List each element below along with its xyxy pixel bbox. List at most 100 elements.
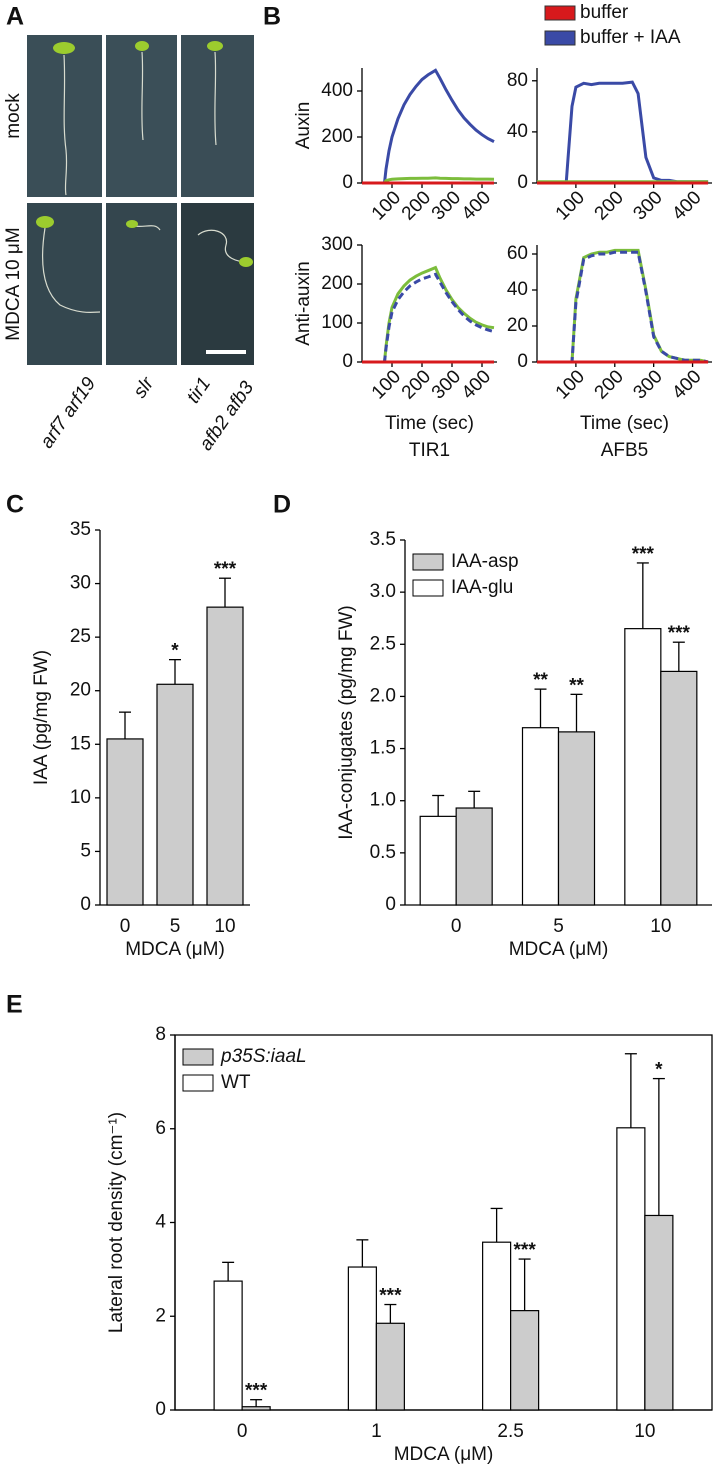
y-tick-label: 200 bbox=[321, 273, 353, 294]
y-tick-label: 80 bbox=[507, 70, 528, 91]
legend-swatch bbox=[412, 579, 444, 597]
y-tick-label: 300 bbox=[321, 234, 353, 255]
x-tick-label: 200 bbox=[591, 366, 628, 403]
x-tick-label: 300 bbox=[629, 187, 666, 224]
y-tick-label: 200 bbox=[321, 126, 353, 147]
y-tick-label: 0 bbox=[517, 351, 528, 372]
y-axis-label: IAA-conjugates (pg/mg FW) bbox=[336, 605, 357, 839]
y-tick-label: 40 bbox=[507, 279, 528, 300]
x-tick-label: 300 bbox=[428, 366, 465, 403]
x-tick-label: 200 bbox=[398, 366, 435, 403]
legend-swatch bbox=[412, 553, 444, 571]
panel-letter: B bbox=[263, 3, 281, 31]
chart-subtitle: AFB5 bbox=[601, 440, 649, 461]
bar bbox=[644, 1214, 674, 1411]
x-tick-label: 400 bbox=[458, 187, 495, 224]
chart-subtitle: TIR1 bbox=[409, 440, 450, 461]
bar bbox=[419, 815, 457, 906]
bar bbox=[482, 1241, 512, 1411]
x-tick-label: 10 bbox=[214, 916, 235, 937]
y-tick-label: 20 bbox=[507, 315, 528, 336]
y-tick-label: 4 bbox=[155, 1212, 166, 1233]
bar bbox=[375, 1322, 405, 1411]
legend-label: IAA-asp bbox=[451, 551, 519, 572]
significance: *** bbox=[514, 1240, 537, 1261]
photo bbox=[106, 203, 177, 365]
x-tick-label: 5 bbox=[553, 916, 564, 937]
significance: ** bbox=[533, 670, 548, 691]
shoots bbox=[36, 41, 253, 267]
panel-letter: D bbox=[273, 491, 291, 519]
x-tick-label: 10 bbox=[650, 916, 671, 937]
panel-letter: C bbox=[6, 491, 24, 519]
significance: * bbox=[171, 641, 179, 662]
significance: ** bbox=[569, 675, 584, 696]
bar bbox=[156, 683, 194, 906]
y-tick-label: 8 bbox=[155, 1024, 166, 1045]
photo bbox=[27, 203, 102, 365]
y-tick-label: 5 bbox=[80, 840, 91, 861]
column-label: slr bbox=[129, 373, 158, 402]
significance: * bbox=[655, 1060, 663, 1081]
y-tick-label: 1.5 bbox=[370, 738, 396, 759]
panel-letter: E bbox=[6, 991, 23, 1019]
bar bbox=[106, 738, 144, 906]
y-tick-label: 35 bbox=[70, 519, 91, 540]
x-tick-label: 0 bbox=[237, 1421, 248, 1442]
significance: *** bbox=[668, 623, 691, 644]
y-tick-label: 100 bbox=[321, 312, 353, 333]
bar bbox=[510, 1310, 540, 1411]
y-tick-label: 20 bbox=[70, 680, 91, 701]
x-tick-label: 100 bbox=[368, 366, 405, 403]
legend-label: p35S:iaaL bbox=[220, 1046, 307, 1067]
line-series bbox=[537, 250, 709, 364]
y-tick-label: 2.5 bbox=[370, 633, 396, 654]
y-tick-label: 0 bbox=[80, 894, 91, 915]
y-tick-label: 6 bbox=[155, 1118, 166, 1139]
y-tick-label: 0 bbox=[342, 351, 353, 372]
y-axis-label: IAA (pg/mg FW) bbox=[31, 650, 52, 785]
legend-label: buffer + IAA bbox=[580, 27, 681, 48]
bar bbox=[455, 807, 493, 906]
x-tick-label: 400 bbox=[668, 187, 705, 224]
y-tick-label: 15 bbox=[70, 733, 91, 754]
y-tick-label: 3.5 bbox=[370, 529, 396, 550]
y-tick-label: 3.0 bbox=[370, 581, 396, 602]
significance: *** bbox=[379, 1286, 402, 1307]
y-tick-label: 0.5 bbox=[370, 842, 396, 863]
column-label: tir1 bbox=[183, 374, 215, 408]
significance: *** bbox=[245, 1381, 268, 1402]
x-axis-label: MDCA (μM) bbox=[125, 939, 225, 960]
x-tick-label: 300 bbox=[629, 366, 666, 403]
bar bbox=[521, 727, 560, 906]
bar bbox=[213, 1280, 243, 1411]
legend-swatch bbox=[544, 5, 576, 21]
y-axis-label: Lateral root density (cm⁻¹) bbox=[106, 1112, 127, 1333]
line-series bbox=[362, 272, 495, 364]
column-label: arf7 arf19 bbox=[36, 373, 100, 452]
legend-swatch bbox=[544, 30, 576, 46]
significance: *** bbox=[632, 544, 655, 565]
bar bbox=[347, 1266, 377, 1411]
line-series bbox=[537, 248, 709, 364]
bar bbox=[660, 670, 698, 906]
significance: *** bbox=[214, 559, 237, 580]
y-axis-label: Auxin bbox=[293, 102, 314, 150]
x-tick-label: 400 bbox=[458, 366, 495, 403]
y-tick-label: 0 bbox=[342, 172, 353, 193]
x-axis-label: MDCA (μM) bbox=[509, 939, 609, 960]
x-axis-label: Time (sec) bbox=[385, 413, 474, 434]
y-tick-label: 25 bbox=[70, 626, 91, 647]
bar bbox=[241, 1406, 271, 1411]
row-label: mock bbox=[3, 93, 24, 139]
y-tick-label: 400 bbox=[321, 80, 353, 101]
bar bbox=[557, 731, 596, 906]
x-tick-label: 300 bbox=[428, 187, 465, 224]
photo bbox=[181, 35, 254, 197]
x-tick-label: 400 bbox=[668, 366, 705, 403]
x-tick-label: 0 bbox=[451, 916, 462, 937]
bar bbox=[616, 1127, 646, 1411]
x-tick-label: 0 bbox=[120, 916, 131, 937]
y-tick-label: 0 bbox=[517, 172, 528, 193]
